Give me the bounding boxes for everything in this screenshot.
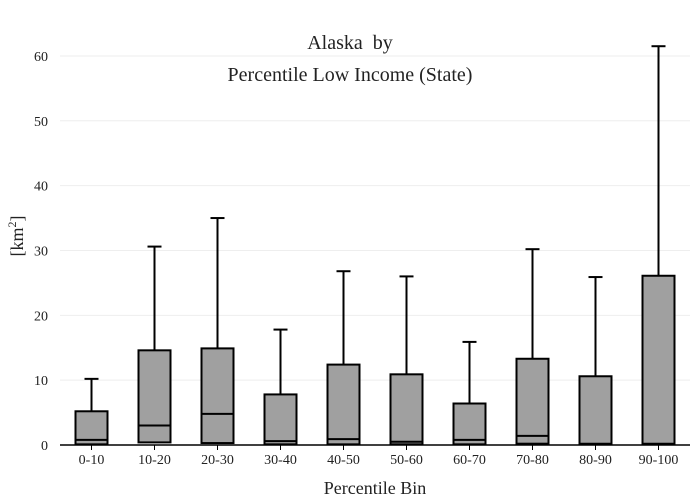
box-10-20 xyxy=(137,245,172,444)
box-body xyxy=(326,363,361,446)
box-60-70 xyxy=(452,340,487,446)
x-tick-label: 50-60 xyxy=(390,453,423,468)
x-tick-label: 30-40 xyxy=(264,453,297,468)
x-tick-label: 40-50 xyxy=(327,453,360,468)
x-tick-label: 10-20 xyxy=(138,453,171,468)
y-tick-label: 30 xyxy=(34,244,48,259)
y-tick-label: 40 xyxy=(34,180,48,195)
box-body xyxy=(452,402,487,446)
box-30-40 xyxy=(263,328,298,446)
x-tick-label: 70-80 xyxy=(516,453,549,468)
y-axis-label-superscript: 2 xyxy=(5,222,19,228)
y-tick-label: 50 xyxy=(34,115,48,130)
box-body xyxy=(389,373,424,446)
box-50-60 xyxy=(389,275,424,446)
y-axis-label-close: ] xyxy=(7,216,27,222)
y-axis-label-main: [km xyxy=(7,228,27,257)
y-tick-label: 0 xyxy=(41,439,48,454)
x-tick-label: 0-10 xyxy=(79,453,105,468)
box-body xyxy=(200,347,235,445)
box-20-30 xyxy=(200,217,235,445)
box-0-10 xyxy=(74,377,109,446)
y-tick-label: 10 xyxy=(34,374,48,389)
y-axis-label: [km2] xyxy=(5,216,27,257)
x-tick-label: 20-30 xyxy=(201,453,234,468)
box-80-90 xyxy=(578,276,613,446)
box-body xyxy=(515,357,550,445)
chart-title-line-2: Percentile Low Income (State) xyxy=(228,64,473,86)
box-90-100 xyxy=(641,45,676,446)
box-body xyxy=(137,349,172,444)
chart-title-line-1: Alaska by xyxy=(307,32,393,54)
box-body xyxy=(641,274,676,446)
box-40-50 xyxy=(326,270,361,446)
y-tick-label: 20 xyxy=(34,309,48,324)
box-body xyxy=(263,393,298,446)
x-axis-ticks: 0-10 10-20 20-30 30-40 40-50 50-60 60-70 70-80 8… xyxy=(79,445,679,468)
box-70-80 xyxy=(515,248,550,445)
y-tick-label: 60 xyxy=(34,50,48,65)
box-series xyxy=(74,45,676,446)
x-tick-label: 60-70 xyxy=(453,453,486,468)
x-tick-label: 80-90 xyxy=(579,453,612,468)
x-axis-label: Percentile Bin xyxy=(324,478,426,498)
box-body xyxy=(578,375,613,446)
x-tick-label: 90-100 xyxy=(639,453,679,468)
y-axis-ticks: 0 10 20 30 40 50 60 xyxy=(34,50,48,454)
